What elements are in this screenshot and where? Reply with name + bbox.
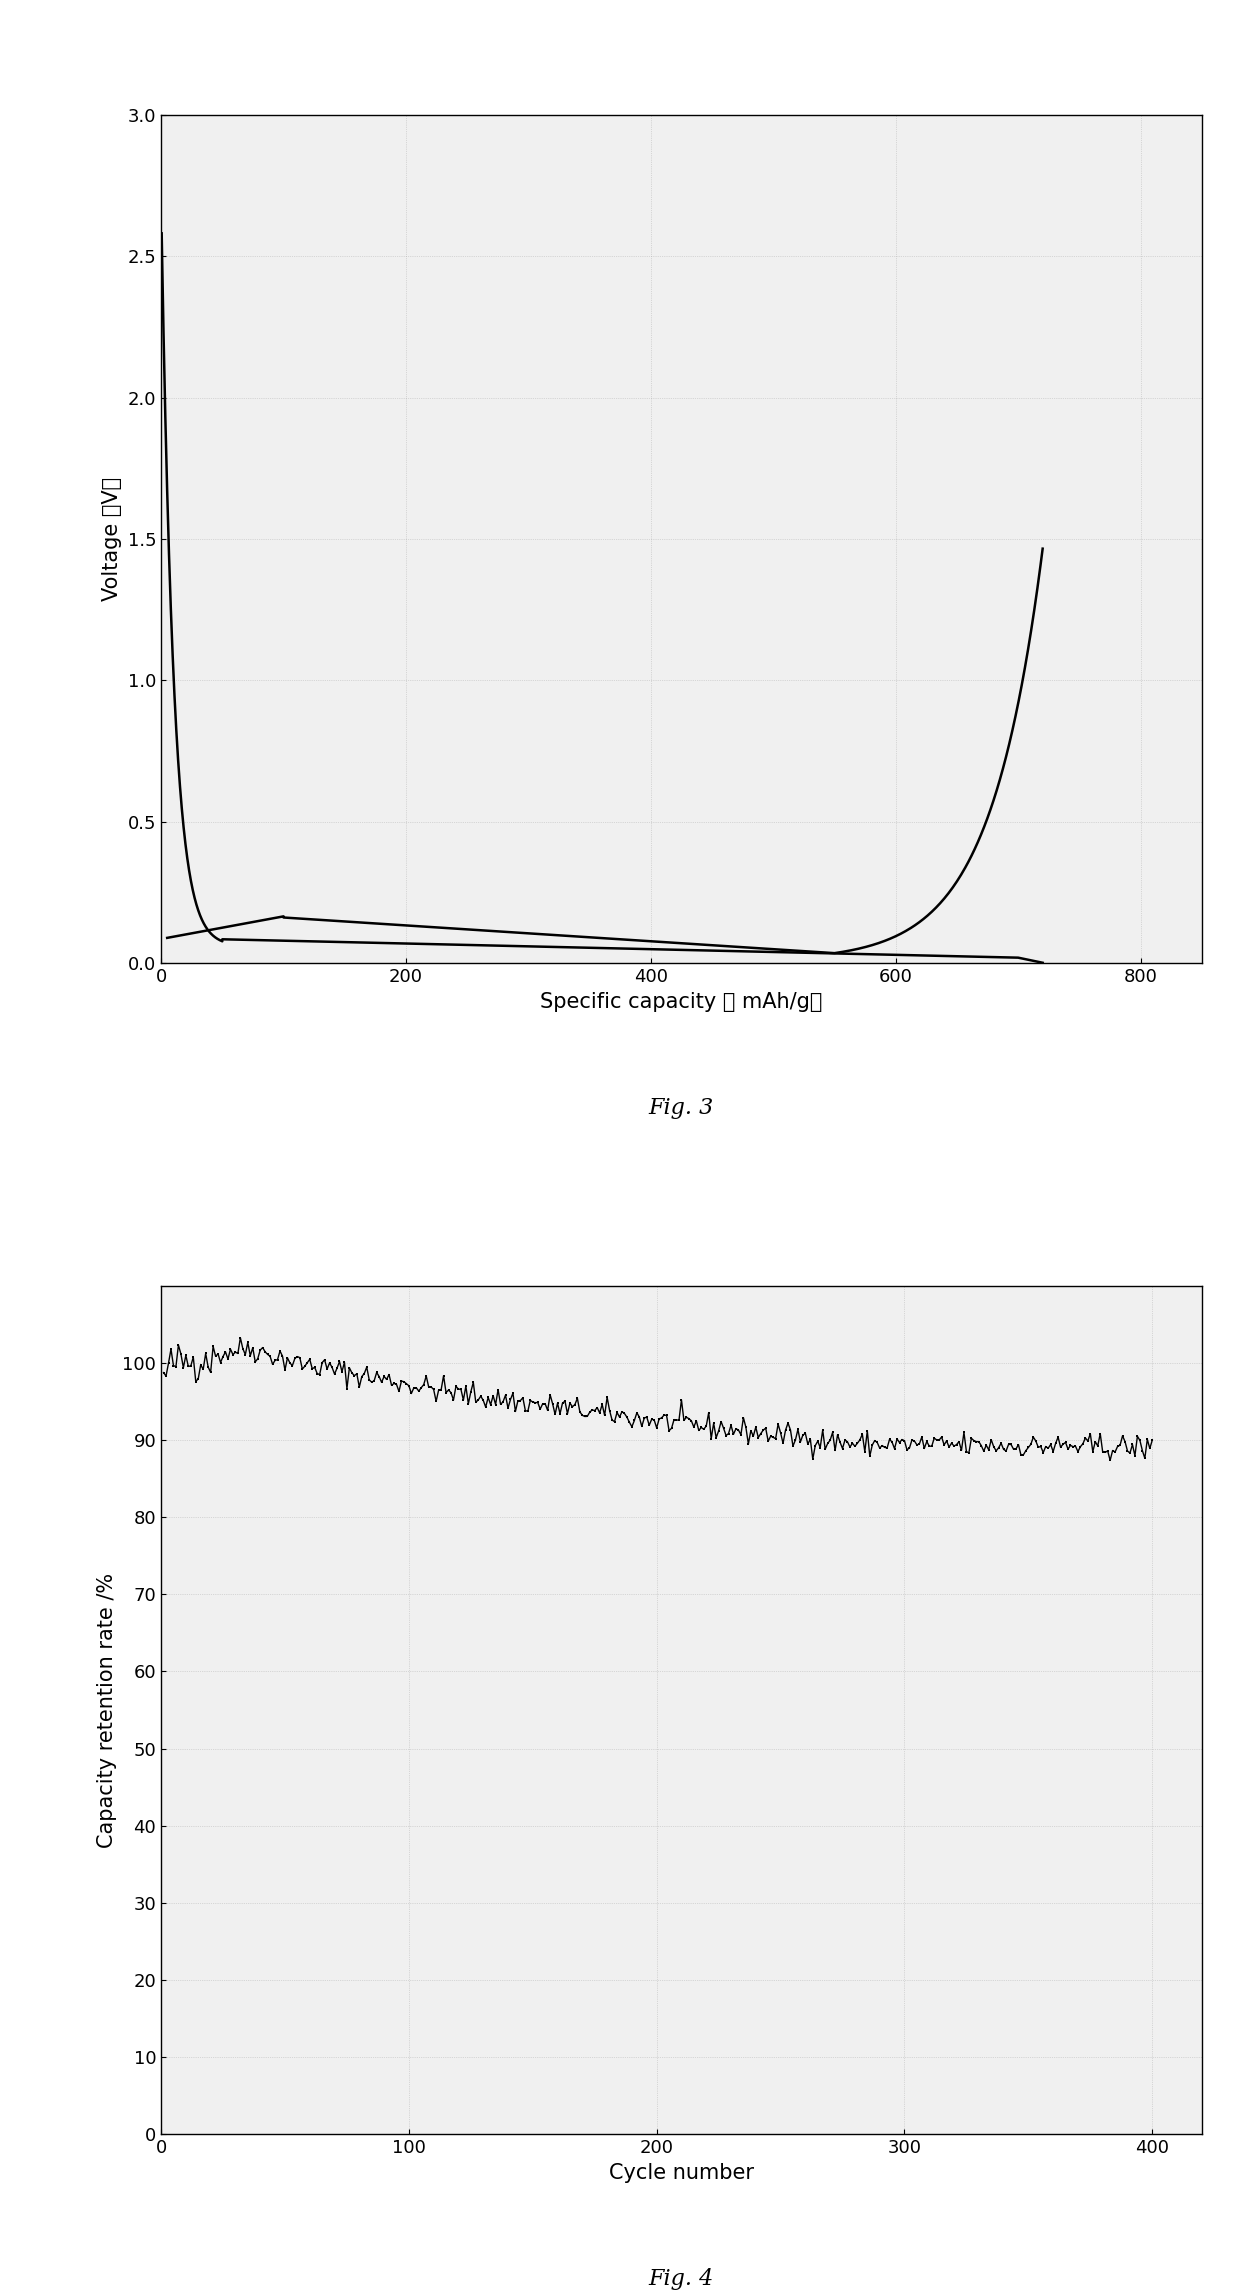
- Text: Fig. 4: Fig. 4: [649, 2267, 714, 2290]
- Y-axis label: Voltage （V）: Voltage （V）: [102, 477, 121, 601]
- Y-axis label: Capacity retention rate /%: Capacity retention rate /%: [97, 1572, 116, 1847]
- X-axis label: Specific capacity （ mAh/g）: Specific capacity （ mAh/g）: [540, 991, 823, 1012]
- X-axis label: Cycle number: Cycle number: [608, 2162, 755, 2183]
- Text: Fig. 3: Fig. 3: [649, 1097, 714, 1118]
